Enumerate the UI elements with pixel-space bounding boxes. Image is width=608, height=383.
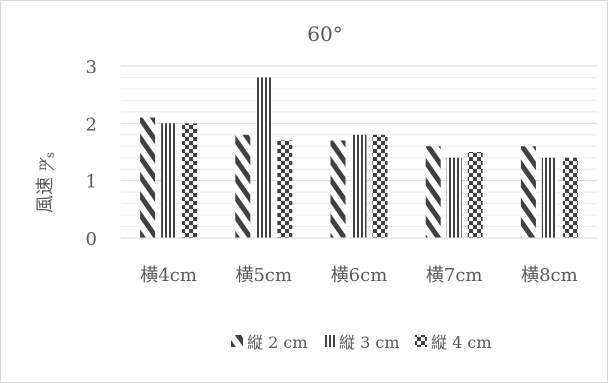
bar <box>520 146 536 238</box>
bar <box>446 157 462 238</box>
y-axis-unit-denominator: s <box>43 152 57 158</box>
y-tick-label: 0 <box>86 229 97 250</box>
legend-label: 縦 3 cm <box>339 333 400 352</box>
bar <box>541 157 557 238</box>
bar <box>140 117 156 238</box>
legend-label: 縦 2 cm <box>247 333 308 352</box>
bar <box>562 157 578 238</box>
y-axis-unit-numerator: m <box>35 159 49 171</box>
bar <box>277 140 293 238</box>
y-axis-unit-slash <box>39 157 55 171</box>
bar <box>161 123 177 238</box>
x-tick-label: 横8cm <box>521 265 578 286</box>
bar <box>351 134 367 238</box>
y-tick-label: 2 <box>86 114 97 135</box>
bar <box>425 146 441 238</box>
y-tick-labels: 0 1 2 3 <box>86 57 97 250</box>
x-tick-label: 横6cm <box>331 265 388 286</box>
legend-swatch <box>323 335 335 347</box>
x-tick-labels: 横4cm 横5cm 横6cm 横7cm 横8cm <box>140 265 577 286</box>
y-axis-label-main: 風速 <box>35 177 56 213</box>
bar <box>372 134 388 238</box>
bar <box>235 134 251 238</box>
legend-swatch <box>415 335 427 347</box>
bar <box>256 77 272 238</box>
x-tick-label: 横4cm <box>140 265 197 286</box>
y-axis-label: 風速 m s <box>35 152 57 213</box>
legend-label: 縦 4 cm <box>431 333 492 352</box>
x-tick-label: 横7cm <box>426 265 483 286</box>
x-tick-label: 横5cm <box>235 265 292 286</box>
legend-swatch <box>231 335 243 347</box>
chart-title: 60° <box>307 22 342 46</box>
legend: 縦 2 cm 縦 3 cm 縦 4 cm <box>231 333 492 352</box>
y-tick-label: 3 <box>86 57 97 78</box>
bars <box>140 77 578 238</box>
bar <box>182 123 198 238</box>
y-tick-label: 1 <box>86 172 97 193</box>
bar <box>467 152 483 238</box>
bar <box>330 140 346 238</box>
